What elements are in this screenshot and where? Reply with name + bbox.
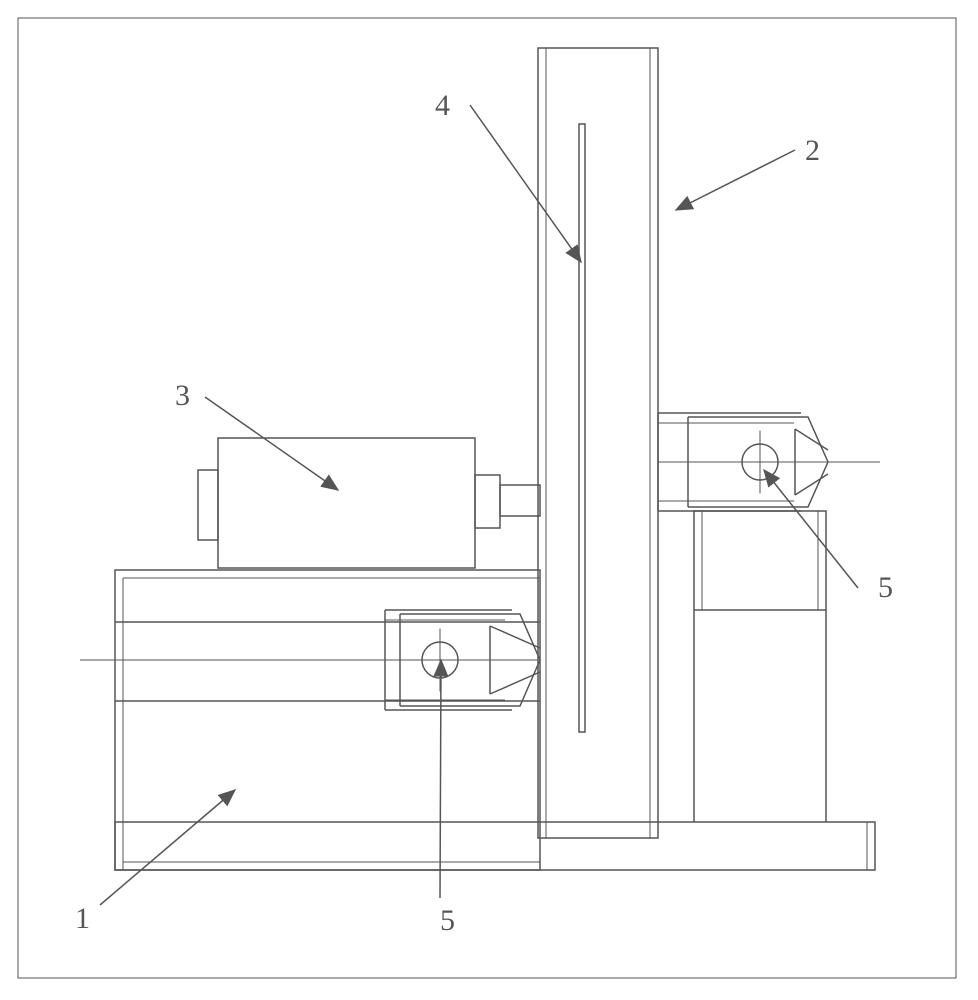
label-text-3: 3 xyxy=(175,379,190,412)
label-text-2: 2 xyxy=(805,134,820,167)
label-5a: 5 xyxy=(764,470,893,604)
label-text-5b: 5 xyxy=(440,904,455,937)
label-text-1: 1 xyxy=(75,902,90,935)
label-2: 2 xyxy=(676,134,820,210)
label-text-4: 4 xyxy=(435,89,450,122)
label-3: 3 xyxy=(175,379,338,490)
label-text-5a: 5 xyxy=(878,571,893,604)
label-4: 4 xyxy=(435,89,581,262)
